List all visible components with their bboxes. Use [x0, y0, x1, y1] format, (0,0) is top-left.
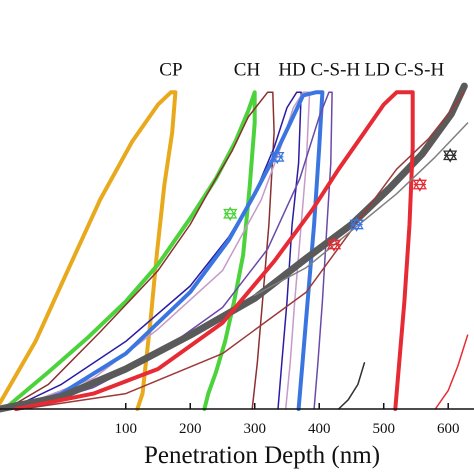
annotation-3: LD C-S-H — [364, 59, 444, 80]
series-line-10 — [253, 122, 469, 296]
x-tick-label: 100 — [115, 421, 138, 437]
x-axis-label: Penetration Depth (nm) — [144, 442, 380, 469]
markers-layer — [223, 148, 458, 252]
x-tick-label: 200 — [179, 421, 202, 437]
series-line-11 — [337, 362, 366, 410]
series-line-12 — [434, 334, 469, 410]
marker-1 — [270, 149, 285, 165]
marker-4 — [412, 177, 427, 192]
annotation-2: HD C-S-H — [278, 59, 360, 80]
series-line-0 — [0, 90, 178, 411]
annotation-1: CH — [234, 59, 261, 80]
x-tick-label: 500 — [372, 421, 395, 437]
x-tick-label: 400 — [308, 421, 331, 437]
series-layer — [0, 82, 469, 413]
marker-2 — [326, 237, 342, 252]
series-line-4 — [12, 91, 311, 410]
series-line-8 — [14, 90, 415, 411]
annotation-0: CP — [159, 59, 182, 80]
x-ticks: 100 200 300 400 500 600 — [115, 403, 460, 437]
series-line-6 — [21, 91, 333, 410]
series-line-1 — [2, 90, 257, 411]
series-line-7 — [0, 82, 468, 413]
marker-0 — [223, 206, 238, 222]
marker-5 — [443, 148, 458, 163]
annotations: CP CH HD C-S-H LD C-S-H — [159, 59, 444, 80]
x-tick-label: 600 — [437, 421, 460, 437]
marker-3 — [349, 217, 364, 232]
x-tick-label: 300 — [243, 421, 266, 437]
